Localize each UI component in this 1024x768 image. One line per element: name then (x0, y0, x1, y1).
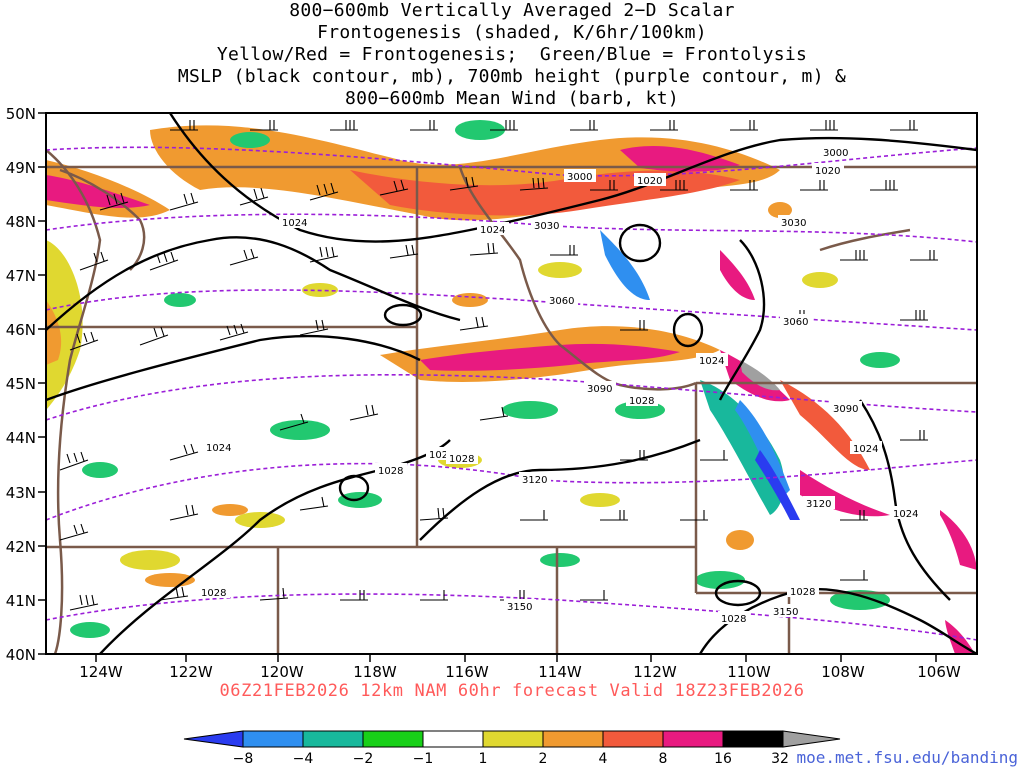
lon-label: 116W (445, 663, 489, 681)
mslp-label: 1028 (721, 614, 746, 625)
mslp-label: 1020 (637, 176, 662, 187)
colorbar-label: 1 (479, 751, 488, 767)
lat-label: 46N (6, 321, 36, 339)
lat-label: 45N (6, 375, 36, 393)
lat-label: 42N (6, 538, 36, 556)
title-line-3: Yellow/Red = Frontogenesis; Green/Blue =… (216, 44, 808, 65)
mslp-label: 1028 (429, 450, 454, 461)
color-bar-labels: −8 −4 −2 −1 1 2 4 8 16 32 (233, 751, 789, 767)
color-bar (183, 730, 841, 748)
title-line-5: 800−600mb Mean Wind (barb, kt) (344, 88, 680, 109)
colorbar-label: 16 (714, 751, 732, 767)
mslp-label: 1024 (206, 443, 231, 454)
height-contours (46, 146, 977, 641)
lat-label: 48N (6, 213, 36, 231)
lat-label: 49N (6, 159, 36, 177)
lon-label: 110W (727, 663, 771, 681)
mslp-label: 1028 (629, 396, 654, 407)
height-label: 3150 (507, 602, 532, 613)
lon-label: 114W (538, 663, 582, 681)
map-plot-area (46, 113, 977, 654)
lat-label: 40N (6, 646, 36, 664)
frontogenesis-shading (46, 120, 977, 654)
colorbar-label: −1 (413, 751, 434, 767)
mslp-label: 1024 (282, 218, 307, 229)
height-label: 3150 (773, 607, 798, 618)
lon-label: 124W (79, 663, 123, 681)
mslp-label: 1024 (853, 444, 878, 455)
height-label: 3090 (587, 384, 612, 395)
height-label: 3000 (823, 148, 848, 159)
lon-label: 112W (633, 663, 677, 681)
title-line-4: MSLP (black contour, mb), 700mb height (… (177, 66, 847, 87)
lon-label: 106W (917, 663, 961, 681)
wind-barbs (59, 120, 938, 611)
longitude-labels: 124W 122W 120W 118W 116W 114W 112W 110W … (79, 663, 961, 681)
mslp-label: 1028 (378, 466, 403, 477)
lat-label: 47N (6, 267, 36, 285)
colorbar-label: 32 (771, 751, 789, 767)
mslp-label: 1028 (449, 454, 474, 465)
axis-ticks (38, 112, 937, 662)
height-labels: 3000 3000 3030 3030 3060 3060 3090 3090 … (504, 145, 862, 618)
lat-label: 41N (6, 592, 36, 610)
title-line-1: 800−600mb Vertically Averaged 2−D Scalar (289, 0, 735, 21)
height-label: 3090 (833, 404, 858, 415)
mslp-contours (46, 113, 977, 654)
lon-label: 120W (260, 663, 304, 681)
lon-label: 118W (353, 663, 397, 681)
lat-label: 43N (6, 484, 36, 502)
source-credit[interactable]: moe.met.fsu.edu/banding (796, 748, 1018, 767)
colorbar-label: −4 (293, 751, 314, 767)
height-label: 3120 (522, 475, 547, 486)
mslp-label: 1028 (790, 587, 815, 598)
forecast-valid-line: 06Z21FEB2026 12km NAM 60hr forecast Vali… (219, 681, 805, 701)
height-label: 3060 (783, 317, 808, 328)
lat-label: 44N (6, 429, 36, 447)
state-borders (46, 149, 977, 654)
mslp-label: 1028 (201, 588, 226, 599)
lon-label: 122W (169, 663, 213, 681)
latitude-labels: 50N 49N 48N 47N 46N 45N 44N 43N 42N 41N … (6, 105, 36, 664)
height-label: 3060 (549, 296, 574, 307)
height-label: 3120 (806, 499, 831, 510)
colorbar-label: 2 (539, 751, 548, 767)
lat-label: 50N (6, 105, 36, 123)
colorbar-label: −2 (353, 751, 374, 767)
height-label: 3030 (534, 221, 559, 232)
height-label: 3000 (567, 172, 592, 183)
mslp-label: 1020 (815, 166, 840, 177)
mslp-label: 1024 (893, 509, 918, 520)
height-label: 3030 (781, 218, 806, 229)
colorbar-label: 8 (659, 751, 668, 767)
mslp-label: 1024 (699, 356, 724, 367)
lon-label: 108W (821, 663, 865, 681)
colorbar-label: 4 (599, 751, 608, 767)
mslp-label: 1024 (480, 225, 505, 236)
colorbar-label: −8 (233, 751, 254, 767)
mslp-labels: 1020 1020 1024 1024 1024 1024 1024 1028 … (198, 163, 922, 625)
title-line-2: Frontogenesis (shaded, K/6hr/100km) (317, 22, 707, 43)
